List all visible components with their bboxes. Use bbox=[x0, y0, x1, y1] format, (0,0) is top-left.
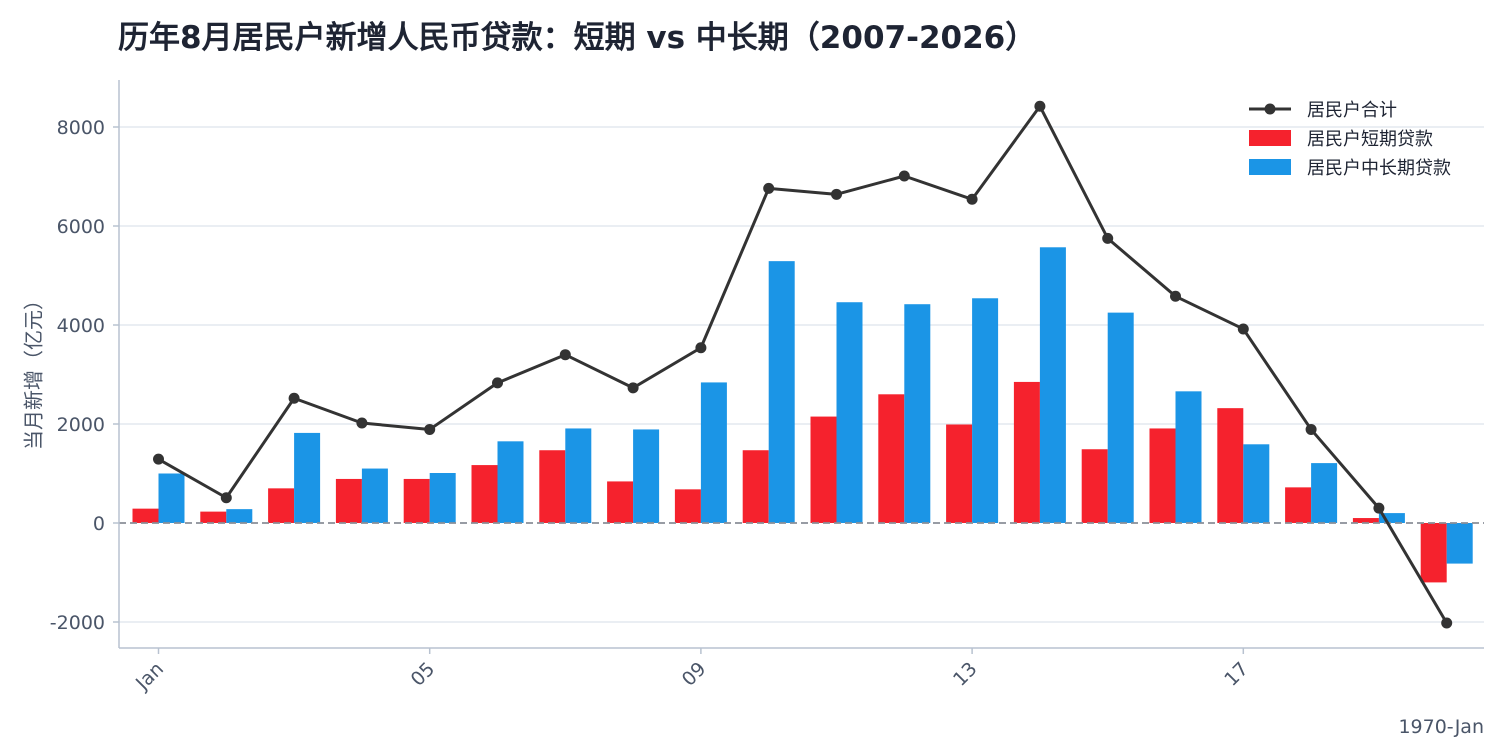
legend-label: 居民户短期贷款 bbox=[1307, 129, 1433, 150]
total-point bbox=[1373, 502, 1385, 514]
x-tick-label: 13 bbox=[949, 658, 982, 691]
long-term-bar bbox=[1107, 312, 1134, 523]
bars-group bbox=[132, 247, 1473, 583]
long-term-bar bbox=[1378, 513, 1405, 523]
total-series-line bbox=[157, 104, 1448, 624]
total-point bbox=[695, 342, 707, 354]
short-term-bar bbox=[1081, 449, 1108, 523]
long-term-bar bbox=[1311, 463, 1338, 523]
long-term-bar bbox=[633, 429, 660, 523]
total-point bbox=[288, 392, 300, 404]
legend-label: 居民户合计 bbox=[1307, 100, 1397, 121]
long-term-bar bbox=[565, 428, 592, 523]
long-term-bar bbox=[1039, 247, 1066, 523]
y-tick-label: 8000 bbox=[57, 117, 105, 139]
y-tick-label: 0 bbox=[93, 513, 105, 535]
total-line-group bbox=[153, 100, 1453, 629]
long-term-bar bbox=[429, 473, 456, 523]
short-term-bar bbox=[1352, 518, 1379, 523]
long-term-bar bbox=[904, 304, 931, 523]
short-term-bar bbox=[1285, 487, 1312, 523]
total-point bbox=[1170, 290, 1181, 302]
short-term-bar bbox=[539, 450, 566, 523]
short-term-bar bbox=[946, 424, 973, 523]
total-point bbox=[831, 188, 842, 200]
long-term-bar bbox=[1175, 391, 1202, 523]
y-tick-label: 6000 bbox=[57, 216, 105, 238]
short-term-bar bbox=[268, 488, 295, 523]
legend-swatch-bar bbox=[1249, 130, 1291, 146]
total-point bbox=[966, 193, 978, 205]
legend-label: 居民户中长期贷款 bbox=[1307, 158, 1451, 179]
short-term-bar bbox=[1420, 523, 1447, 583]
short-term-bar bbox=[878, 394, 905, 523]
total-point bbox=[1237, 323, 1249, 335]
x-tick-label: Jan bbox=[131, 658, 168, 695]
short-term-bar bbox=[742, 450, 769, 523]
y-tick-label: 2000 bbox=[57, 414, 105, 436]
long-term-bar bbox=[836, 302, 863, 523]
long-term-bar bbox=[972, 298, 999, 523]
short-term-bar bbox=[403, 478, 430, 523]
short-term-bar bbox=[471, 465, 498, 523]
short-term-bar bbox=[1149, 428, 1176, 523]
long-term-bar bbox=[1446, 523, 1473, 564]
y-tick-label: 4000 bbox=[57, 315, 105, 337]
total-point bbox=[1102, 232, 1114, 244]
legend-swatch-marker bbox=[1264, 103, 1276, 115]
total-point bbox=[1441, 617, 1453, 629]
short-term-bar bbox=[810, 416, 837, 523]
long-term-bar bbox=[294, 432, 321, 523]
total-point bbox=[1034, 100, 1046, 112]
long-term-bar bbox=[361, 468, 388, 523]
total-point bbox=[559, 349, 571, 361]
legend-swatch-bar bbox=[1249, 159, 1291, 175]
total-point bbox=[1305, 423, 1317, 435]
total-point bbox=[898, 170, 910, 182]
total-point bbox=[763, 182, 775, 194]
x-tick-label: 17 bbox=[1220, 658, 1253, 691]
short-term-bar bbox=[200, 511, 227, 523]
long-term-bar bbox=[226, 509, 253, 523]
short-term-bar bbox=[335, 478, 362, 523]
axes-group: -2000 0 2000 4000 6000 8000 Jan 05 09 13 17 1970-Ja… bbox=[50, 80, 1484, 738]
x-tick-label: 09 bbox=[678, 658, 711, 691]
short-term-bar bbox=[1013, 381, 1040, 523]
total-point bbox=[220, 492, 232, 504]
short-term-bar bbox=[1217, 408, 1244, 523]
y-tick-label: -2000 bbox=[50, 612, 105, 634]
long-term-bar bbox=[700, 382, 727, 523]
long-term-bar bbox=[768, 261, 795, 523]
short-term-bar bbox=[674, 489, 701, 523]
long-term-bar bbox=[1243, 444, 1270, 523]
chart-title: 历年8月居民户新增人民币贷款：短期 vs 中长期（2007-2026） bbox=[118, 20, 1037, 56]
total-point bbox=[153, 453, 164, 465]
grid-lines bbox=[119, 126, 1484, 623]
total-point bbox=[627, 382, 639, 394]
short-term-bar bbox=[607, 481, 634, 523]
x-offset-label: 1970-Jan bbox=[1398, 716, 1484, 738]
total-point bbox=[356, 417, 368, 429]
long-term-bar bbox=[158, 473, 185, 523]
x-tick-label: 05 bbox=[407, 658, 440, 691]
total-point bbox=[424, 423, 436, 435]
short-term-bar bbox=[132, 508, 159, 523]
long-term-bar bbox=[497, 441, 524, 523]
total-point bbox=[492, 377, 503, 389]
